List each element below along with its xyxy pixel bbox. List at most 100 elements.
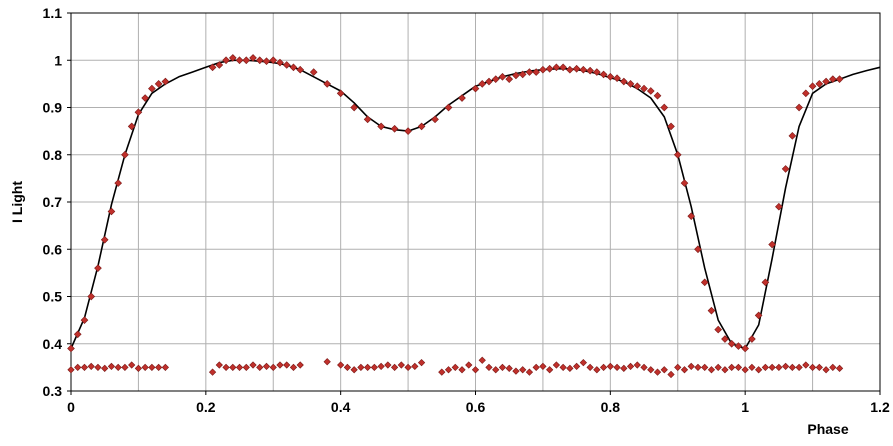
x-tick-label: 1 [741, 399, 749, 415]
data-point [479, 80, 486, 87]
residual-point [263, 363, 269, 369]
data-point [459, 95, 466, 102]
residual-point [600, 364, 606, 370]
data-point [492, 76, 499, 83]
residual-point [270, 364, 276, 370]
residual-point [344, 364, 350, 370]
x-tick-label: 0.6 [466, 399, 486, 415]
residual-point [796, 364, 802, 370]
data-point [297, 66, 304, 73]
data-point [782, 166, 789, 173]
data-point [472, 85, 479, 92]
data-points-layer [68, 54, 843, 351]
data-point [95, 265, 102, 272]
residual-point [661, 367, 667, 373]
residual-point [149, 364, 155, 370]
y-tick-label: 0.6 [43, 241, 63, 257]
residual-point [102, 365, 108, 371]
residual-point [284, 362, 290, 368]
residual-point [324, 359, 330, 365]
data-point [324, 80, 331, 87]
y-tick-label: 0.5 [43, 289, 63, 305]
y-tick-label: 0.3 [43, 383, 63, 399]
y-tick-label: 0.9 [43, 100, 63, 116]
residual-point [277, 362, 283, 368]
residual-point [385, 362, 391, 368]
residual-point [351, 367, 357, 373]
residual-point [830, 364, 836, 370]
data-point [122, 151, 129, 158]
residual-point [162, 364, 168, 370]
residual-point [573, 363, 579, 369]
residual-point [809, 364, 815, 370]
residual-point [122, 364, 128, 370]
residual-point [513, 368, 519, 374]
data-point [364, 116, 371, 123]
data-point [405, 128, 412, 135]
y-tick-label: 1 [54, 52, 62, 68]
data-point [661, 104, 668, 111]
data-point [580, 66, 587, 73]
data-point [573, 65, 580, 72]
y-tick-label: 1.1 [43, 5, 63, 21]
x-axis-ticks: 0 0.2 0.4 0.6 0.8 1 1.2 [67, 391, 890, 415]
residual-point [755, 367, 761, 373]
residual-point [823, 367, 829, 373]
residual-point [641, 364, 647, 370]
residual-point [405, 364, 411, 370]
residual-point [560, 364, 566, 370]
residual-point [243, 364, 249, 370]
data-point [634, 83, 641, 90]
y-tick-label: 0.4 [43, 336, 63, 352]
residual-point [418, 359, 424, 365]
y-tick-label: 0.8 [43, 147, 63, 163]
residual-point [297, 362, 303, 368]
residual-point [452, 364, 458, 370]
residual-point [735, 364, 741, 370]
residual-point [607, 363, 613, 369]
residual-point [594, 367, 600, 373]
x-axis-label: Phase [807, 421, 848, 437]
residual-point [439, 369, 445, 375]
residual-point [762, 364, 768, 370]
residual-point [223, 364, 229, 370]
residual-point [728, 364, 734, 370]
residual-point [567, 365, 573, 371]
data-point [654, 92, 661, 99]
data-point [162, 78, 169, 85]
residual-point [803, 362, 809, 368]
residual-point [816, 364, 822, 370]
data-point [546, 65, 553, 72]
data-point [647, 88, 654, 95]
residual-point [155, 364, 161, 370]
data-point [256, 57, 263, 64]
residual-point [742, 367, 748, 373]
residual-point [580, 359, 586, 365]
residual-point [499, 364, 505, 370]
data-point [263, 58, 270, 65]
residual-point [75, 364, 81, 370]
y-axis-ticks: 0.3 0.4 0.5 0.6 0.7 0.8 0.9 1 1.1 [43, 5, 71, 399]
residual-point [236, 364, 242, 370]
x-tick-label: 0.2 [196, 399, 216, 415]
residual-point [540, 363, 546, 369]
data-point [789, 132, 796, 139]
residual-point [722, 367, 728, 373]
residual-point [412, 363, 418, 369]
x-tick-label: 0 [67, 399, 75, 415]
residual-point [135, 365, 141, 371]
residual-point [142, 364, 148, 370]
residual-points-layer [68, 357, 843, 378]
residual-point [290, 364, 296, 370]
data-point [560, 64, 567, 71]
residual-point [445, 367, 451, 373]
y-axis-label: I Light [9, 181, 25, 223]
residual-point [648, 367, 654, 373]
data-point [809, 83, 816, 90]
residual-point [836, 365, 842, 371]
data-point [337, 90, 344, 97]
residual-point [391, 364, 397, 370]
data-point [445, 104, 452, 111]
